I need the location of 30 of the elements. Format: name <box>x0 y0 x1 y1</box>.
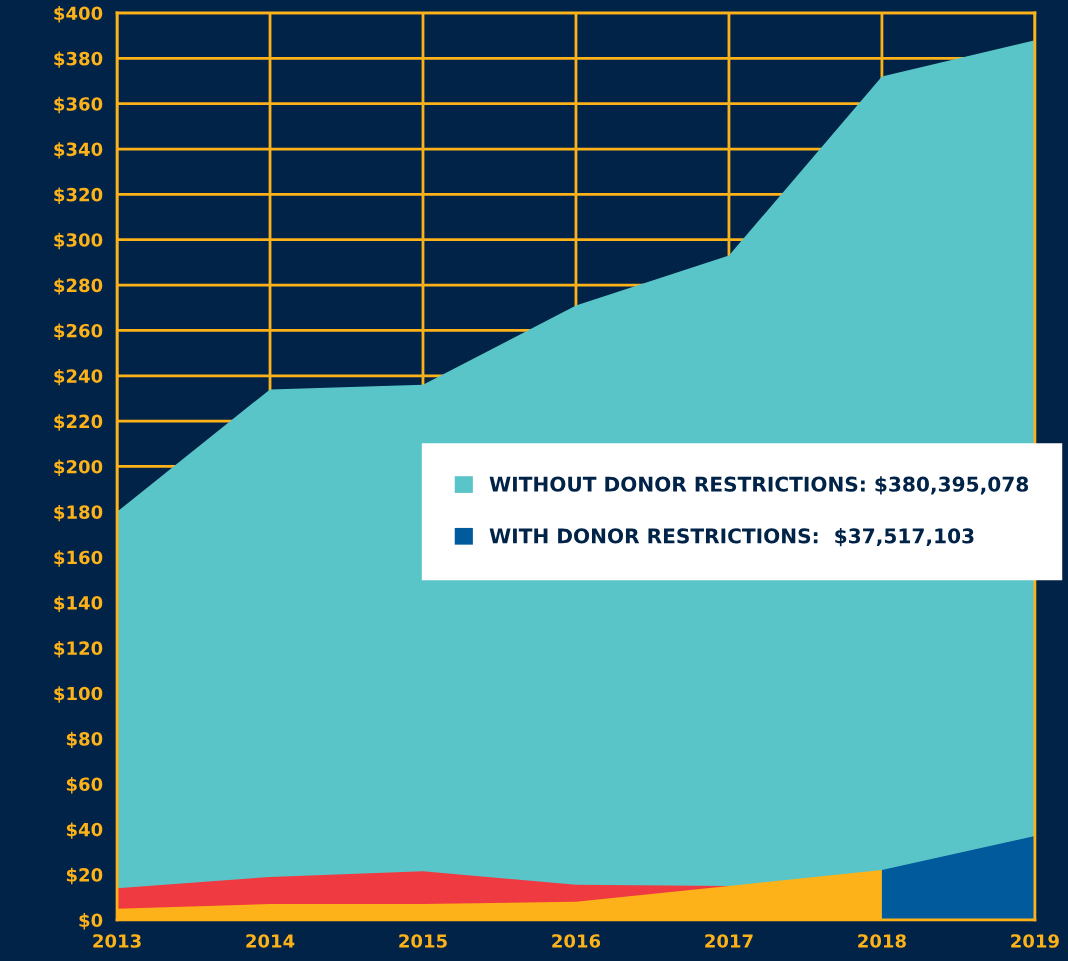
x-tick-label: 2013 <box>93 934 141 948</box>
y-tick-label: $240 <box>54 368 103 386</box>
x-tick-label: 2019 <box>1011 934 1059 948</box>
y-tick-label: $140 <box>54 595 103 613</box>
y-tick-label: $180 <box>54 504 103 522</box>
x-tick-label: 2017 <box>705 934 753 948</box>
y-tick-label: $300 <box>54 232 103 250</box>
y-tick-label: $120 <box>54 641 103 658</box>
y-tick-label: $200 <box>54 459 103 476</box>
y-tick-label: $20 <box>66 867 103 885</box>
y-tick-label: $340 <box>54 142 103 159</box>
x-tick-label: 2016 <box>552 934 601 948</box>
y-tick-label: $80 <box>66 731 103 749</box>
y-tick-label: $360 <box>54 96 103 114</box>
legend-label: WITH DONOR RESTRICTIONS: $37,517,103 <box>489 527 974 547</box>
x-tick-label: 2015 <box>399 934 447 948</box>
y-tick-label: $0 <box>79 913 103 930</box>
y-tick-label: $40 <box>66 822 103 839</box>
y-tick-label: $160 <box>54 550 103 567</box>
legend-label: WITHOUT DONOR RESTRICTIONS: $380,395,078 <box>489 476 1029 495</box>
y-tick-label: $220 <box>54 414 103 431</box>
y-tick-label: $400 <box>54 6 103 23</box>
y-tick-label: $260 <box>54 323 103 340</box>
y-tick-label: $60 <box>66 777 103 794</box>
y-tick-label: $100 <box>54 686 103 703</box>
y-tick-label: $320 <box>54 187 103 204</box>
y-tick-label: $380 <box>54 51 103 68</box>
y-tick-label: $280 <box>54 278 103 295</box>
x-tick-label: 2018 <box>858 934 906 948</box>
x-tick-label: 2014 <box>246 934 295 948</box>
